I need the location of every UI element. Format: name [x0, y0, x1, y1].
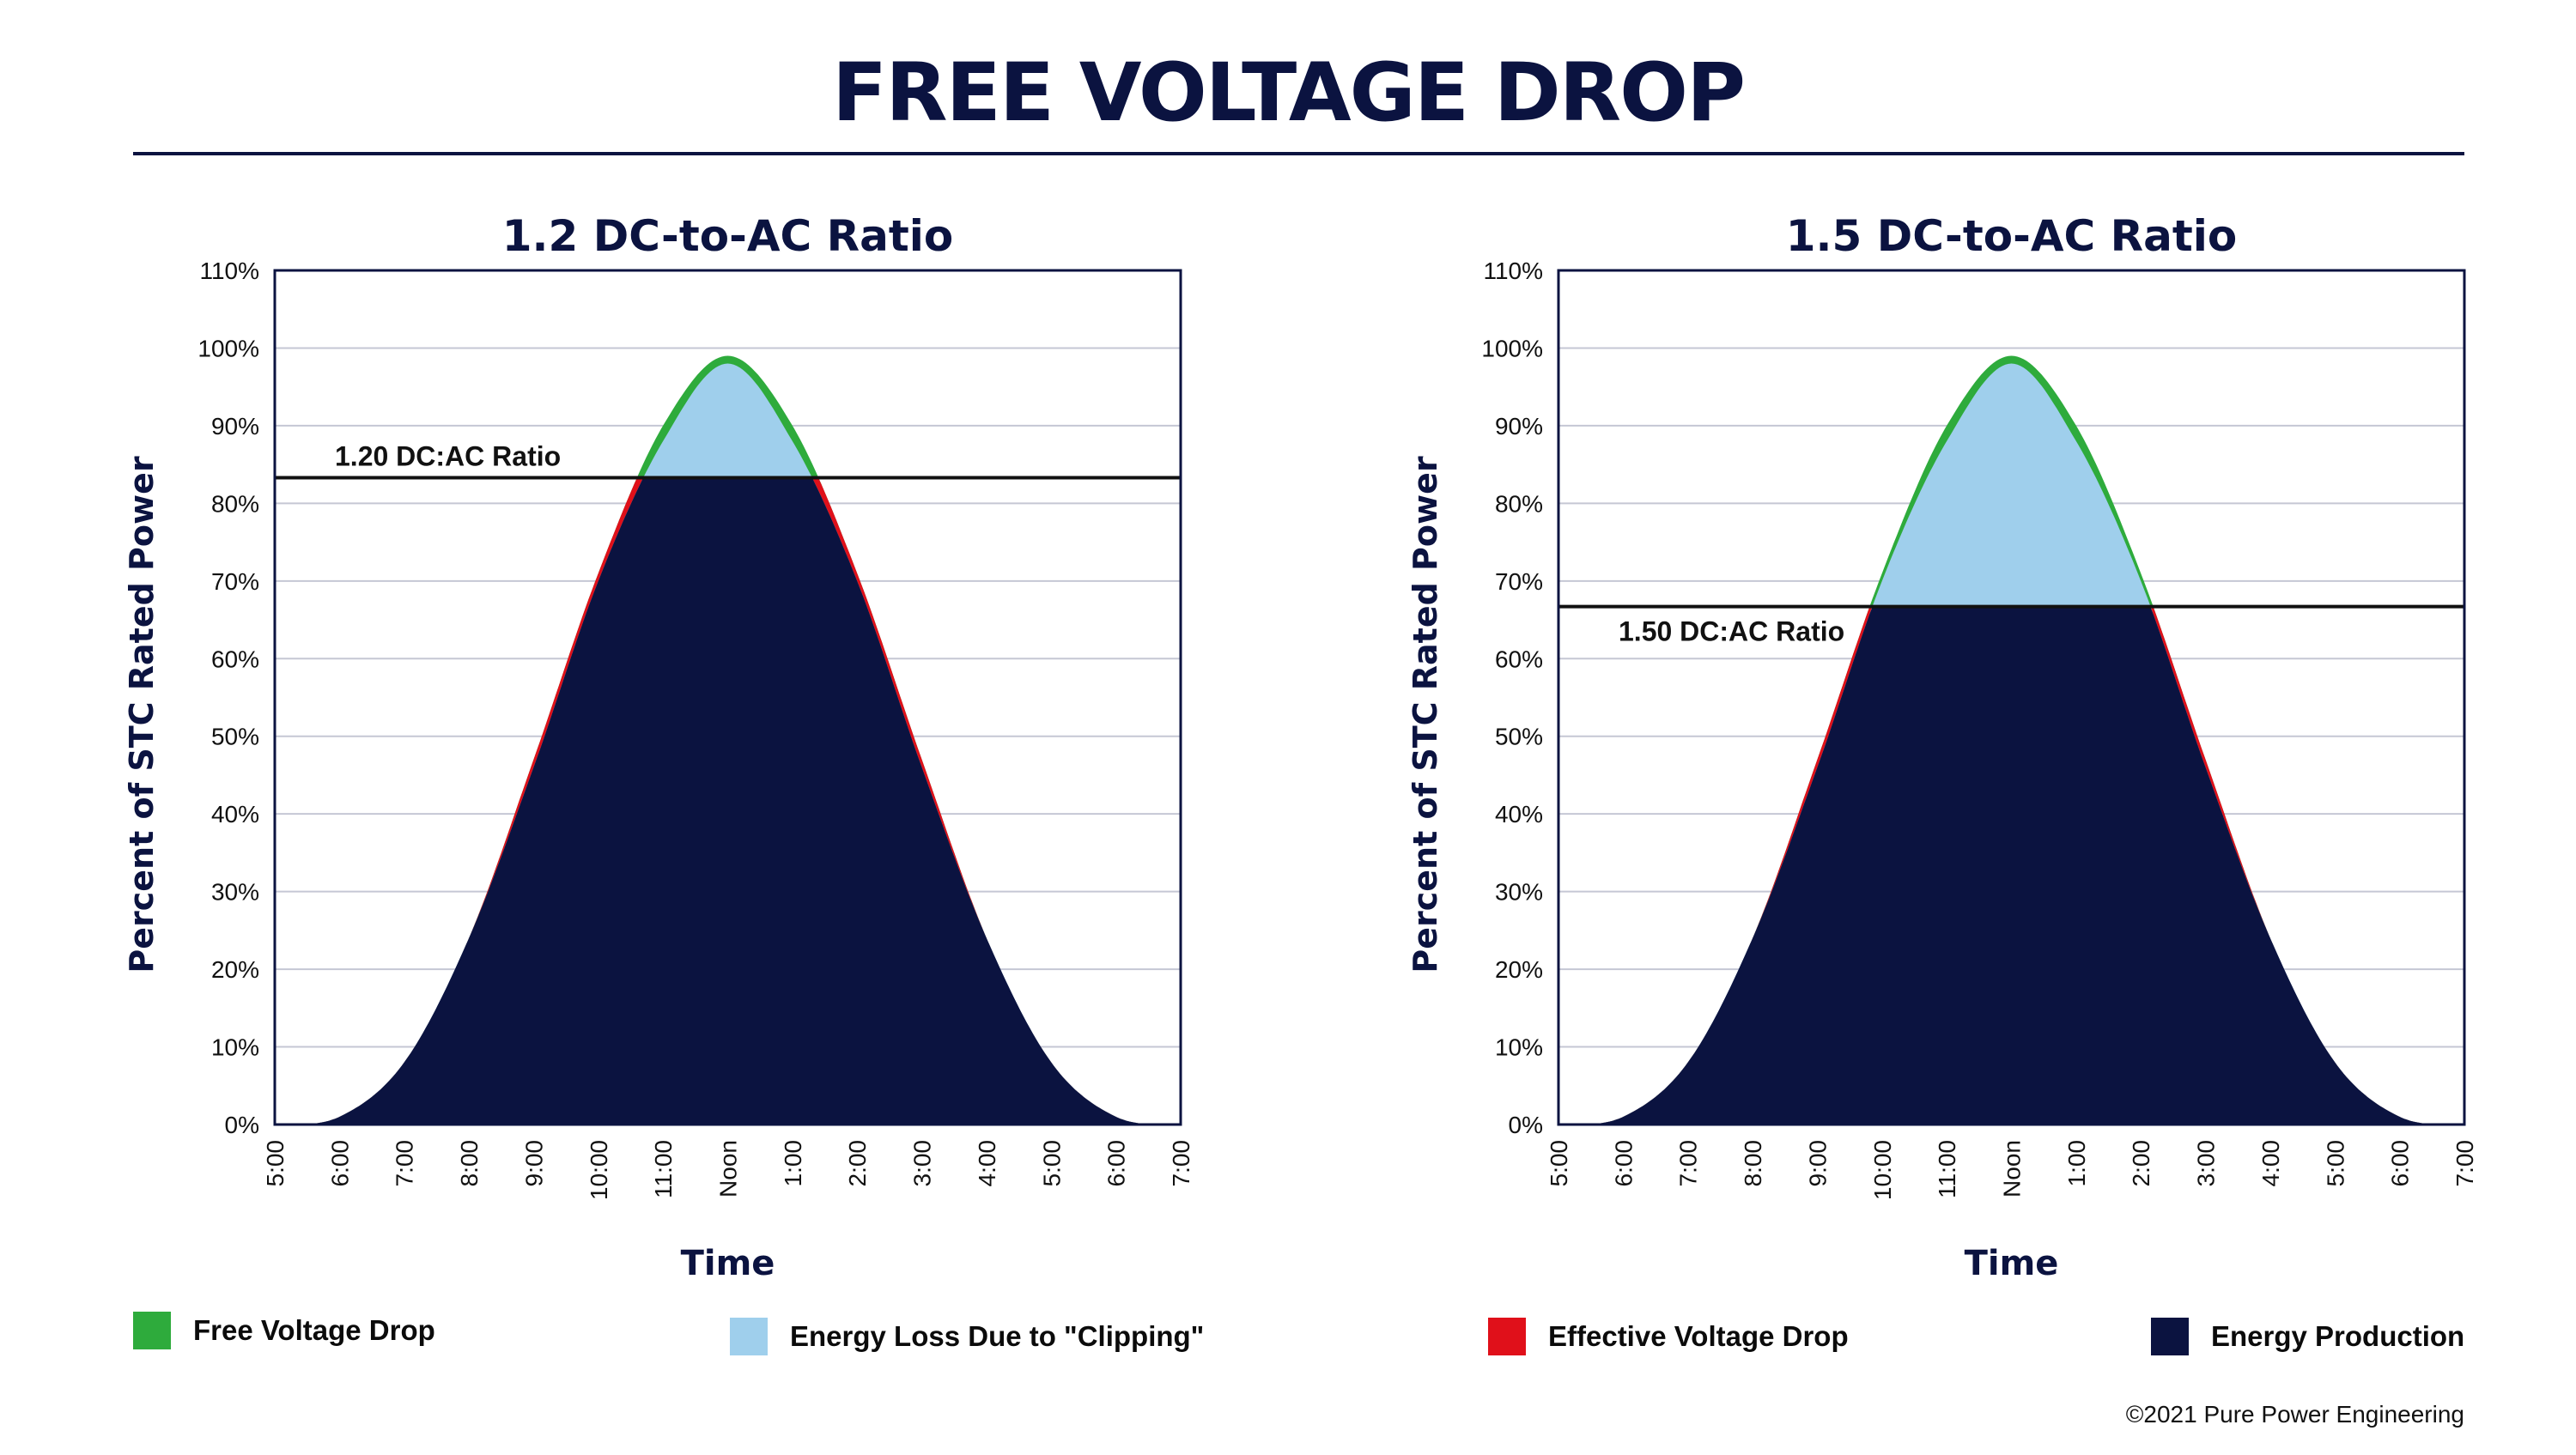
y-tick-label: 30%: [211, 879, 259, 906]
x-axis-label: Time: [681, 1244, 775, 1283]
legend-swatch-green: [133, 1312, 171, 1349]
x-tick-label: 3:00: [2193, 1140, 2220, 1187]
x-tick-label: 11:00: [1934, 1140, 1960, 1198]
y-tick-label: 60%: [211, 646, 259, 672]
x-tick-label: Noon: [1999, 1140, 2026, 1197]
legend-swatch-red: [1488, 1318, 1526, 1355]
energy-production-area: [1558, 606, 2464, 1125]
ac-limit-label: 1.50 DC:AC Ratio: [1619, 616, 1844, 647]
x-tick-label: 10:00: [586, 1140, 612, 1200]
legend-energy-production: Energy Production: [2151, 1318, 2464, 1355]
y-tick-label: 110%: [199, 258, 259, 284]
x-tick-label: 6:00: [1103, 1140, 1130, 1187]
y-axis-label: Percent of STC Rated Power: [1406, 456, 1444, 973]
chart-1-2-ratio: 1.2 DC-to-AC Ratio 1.20 DC:AC Ratio 0% 10% 2…: [123, 211, 1194, 1283]
chart-1-5-ratio: 1.5 DC-to-AC Ratio 1.50 DC:AC Ratio 0% 10% 2…: [1406, 211, 2478, 1283]
x-tick-label: 1:00: [780, 1140, 806, 1187]
x-tick-label: 5:00: [1546, 1140, 1572, 1187]
x-tick-label: 11:00: [650, 1140, 677, 1198]
chart-title: 1.5 DC-to-AC Ratio: [1786, 211, 2238, 261]
x-tick-label: 6:00: [2387, 1140, 2414, 1187]
y-tick-label: 10%: [1495, 1034, 1543, 1061]
plot-frame: [273, 269, 1182, 1126]
y-tick-label: 10%: [211, 1034, 259, 1061]
y-tick-label: 60%: [1495, 646, 1543, 672]
x-tick-label: 4:00: [974, 1140, 1000, 1187]
y-tick-label: 50%: [1495, 724, 1543, 750]
legend-clipping-loss: Energy Loss Due to "Clipping": [730, 1318, 1204, 1355]
y-tick-label: 30%: [1495, 879, 1543, 906]
x-tick-label: 9:00: [520, 1140, 547, 1187]
y-tick-label: 40%: [211, 801, 259, 828]
legend-swatch-lightblue: [730, 1318, 768, 1355]
x-tick-label: 8:00: [1740, 1140, 1766, 1187]
y-tick-label: 70%: [211, 568, 259, 595]
x-tick-label: 8:00: [456, 1140, 483, 1187]
chart-title: 1.2 DC-to-AC Ratio: [502, 211, 954, 261]
x-axis-label: Time: [1965, 1244, 2059, 1283]
energy-production-area: [275, 477, 1181, 1125]
y-tick-label: 0%: [225, 1112, 259, 1138]
x-tick-label: 9:00: [1804, 1140, 1831, 1187]
x-tick-label: Noon: [715, 1140, 742, 1197]
x-tick-label: 7:00: [2451, 1140, 2478, 1187]
legend-label: Energy Production: [2211, 1320, 2465, 1352]
y-tick-label: 20%: [211, 956, 259, 983]
title-divider: [133, 152, 2464, 155]
page-title: FREE VOLTAGE DROP: [832, 46, 1746, 140]
x-tick-label: 7:00: [392, 1140, 418, 1187]
y-tick-label: 50%: [211, 724, 259, 750]
copyright-text: ©2021 Pure Power Engineering: [2125, 1401, 2464, 1428]
x-tick-label: 5:00: [262, 1140, 289, 1187]
y-tick-label: 20%: [1495, 956, 1543, 983]
y-tick-label: 80%: [211, 490, 259, 517]
y-tick-label: 90%: [1495, 413, 1543, 440]
y-tick-label: 100%: [197, 335, 259, 361]
y-tick-label: 40%: [1495, 801, 1543, 828]
x-tick-label: 6:00: [326, 1140, 353, 1187]
y-tick-label: 70%: [1495, 568, 1543, 595]
plot-frame: [1557, 269, 2466, 1126]
y-tick-label: 110%: [1483, 258, 1543, 284]
x-tick-label: 5:00: [2322, 1140, 2348, 1187]
y-tick-label: 80%: [1495, 490, 1543, 517]
y-tick-label: 0%: [1509, 1112, 1543, 1138]
y-axis-label: Percent of STC Rated Power: [123, 456, 161, 973]
x-tick-label: 6:00: [1610, 1140, 1637, 1187]
ac-limit-label: 1.20 DC:AC Ratio: [335, 441, 561, 472]
x-tick-label: 7:00: [1168, 1140, 1194, 1187]
legend-swatch-navy: [2151, 1318, 2189, 1355]
y-tick-label: 90%: [211, 413, 259, 440]
x-tick-label: 1:00: [2063, 1140, 2090, 1187]
x-tick-label: 10:00: [1869, 1140, 1896, 1200]
y-tick-label: 100%: [1481, 335, 1543, 361]
legend-label: Free Voltage Drop: [193, 1314, 435, 1346]
legend-free-voltage-drop: Free Voltage Drop: [133, 1312, 435, 1349]
x-tick-label: 5:00: [1038, 1140, 1065, 1187]
x-tick-label: 2:00: [844, 1140, 871, 1187]
legend-effective-voltage-drop: Effective Voltage Drop: [1488, 1318, 1849, 1355]
x-tick-label: 4:00: [2257, 1140, 2284, 1187]
x-tick-label: 2:00: [2128, 1140, 2154, 1187]
x-tick-label: 7:00: [1675, 1140, 1702, 1187]
legend-label: Energy Loss Due to "Clipping": [790, 1320, 1205, 1352]
x-tick-label: 3:00: [909, 1140, 936, 1187]
legend-label: Effective Voltage Drop: [1548, 1320, 1849, 1352]
